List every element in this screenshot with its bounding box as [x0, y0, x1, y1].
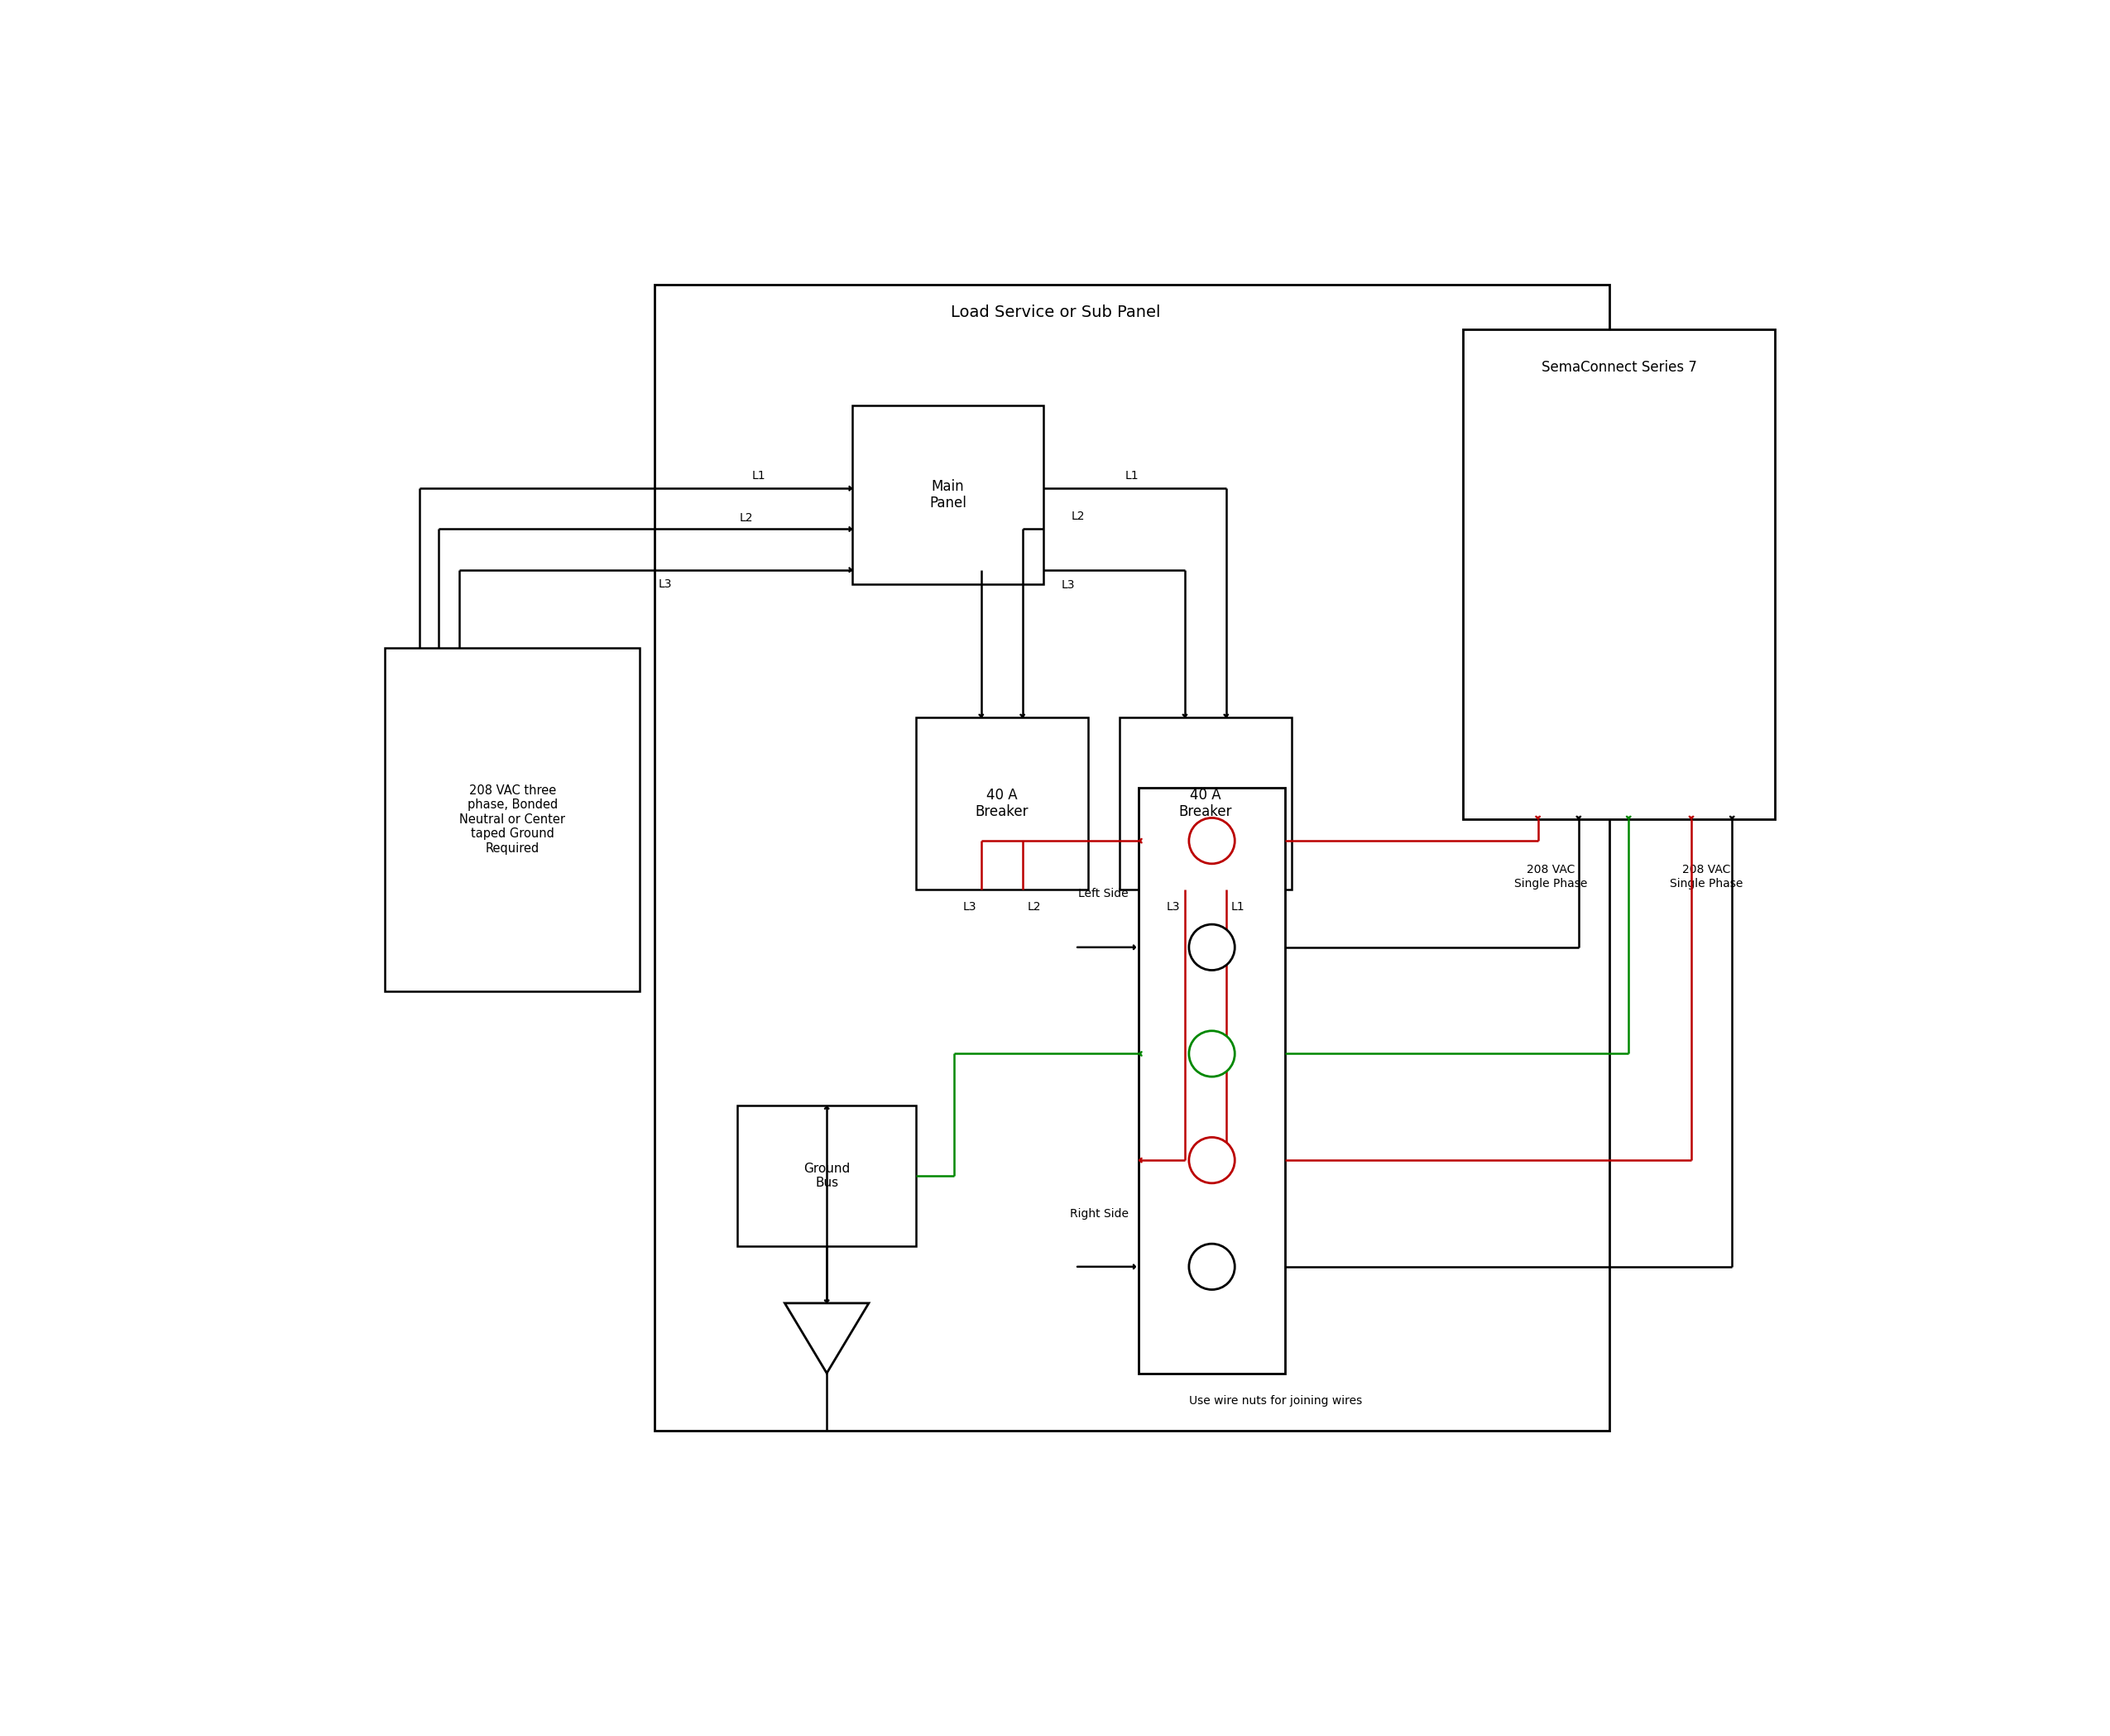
Text: 40 A
Breaker: 40 A Breaker — [975, 788, 1028, 819]
Bar — [384, 648, 639, 991]
Bar — [1139, 788, 1285, 1373]
Polygon shape — [785, 1304, 869, 1373]
Text: L2: L2 — [1072, 510, 1085, 523]
Text: Left Side: Left Side — [1078, 889, 1129, 899]
Text: L2: L2 — [1028, 901, 1040, 913]
Text: Right Side: Right Side — [1070, 1208, 1129, 1219]
Text: L1: L1 — [1232, 901, 1245, 913]
Text: L2: L2 — [738, 512, 753, 524]
Text: L3: L3 — [962, 901, 977, 913]
Text: 40 A
Breaker: 40 A Breaker — [1179, 788, 1232, 819]
Text: 208 VAC
Single Phase: 208 VAC Single Phase — [1669, 865, 1743, 889]
Circle shape — [1188, 1137, 1234, 1184]
Text: 208 VAC three
phase, Bonded
Neutral or Center
taped Ground
Required: 208 VAC three phase, Bonded Neutral or C… — [460, 785, 565, 854]
Bar — [852, 406, 1042, 583]
Circle shape — [1188, 818, 1234, 865]
Text: L3: L3 — [658, 578, 671, 590]
Text: L3: L3 — [1061, 580, 1074, 590]
Text: 208 VAC
Single Phase: 208 VAC Single Phase — [1515, 865, 1587, 889]
Text: L1: L1 — [1125, 470, 1139, 481]
Bar — [654, 285, 1610, 1430]
Bar — [1120, 717, 1291, 889]
Bar — [738, 1106, 916, 1246]
Text: L1: L1 — [751, 470, 766, 481]
Bar — [1464, 330, 1775, 819]
Circle shape — [1188, 924, 1234, 970]
Circle shape — [1188, 1243, 1234, 1290]
Text: Main
Panel: Main Panel — [928, 479, 966, 510]
Text: Ground
Bus: Ground Bus — [804, 1163, 850, 1189]
Bar — [916, 717, 1089, 889]
Text: SemaConnect Series 7: SemaConnect Series 7 — [1542, 359, 1696, 375]
Text: L3: L3 — [1167, 901, 1179, 913]
Circle shape — [1188, 1031, 1234, 1076]
Text: Use wire nuts for joining wires: Use wire nuts for joining wires — [1188, 1396, 1363, 1406]
Text: Load Service or Sub Panel: Load Service or Sub Panel — [952, 306, 1160, 321]
